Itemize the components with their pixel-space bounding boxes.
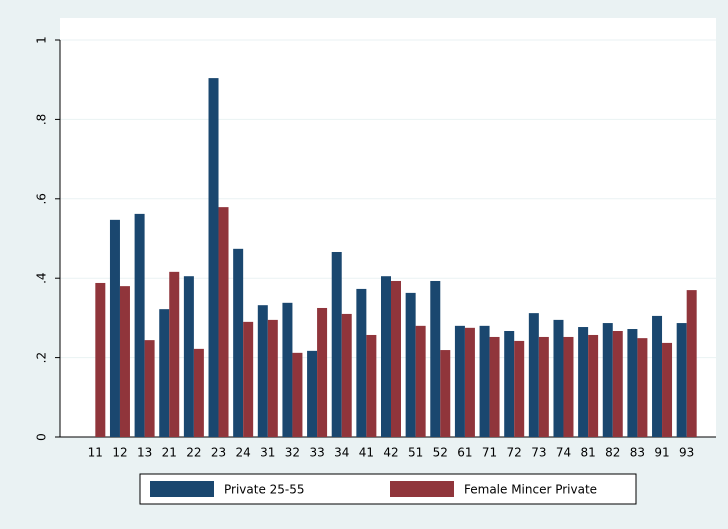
x-tick-label: 52 [433, 446, 448, 460]
bar [109, 219, 120, 437]
bar [553, 319, 564, 437]
bar [514, 340, 525, 437]
bar [578, 327, 589, 437]
x-tick-label: 81 [580, 446, 595, 460]
legend-box [139, 473, 637, 505]
x-tick-label: 31 [260, 446, 275, 460]
bar [528, 313, 539, 437]
bar [307, 350, 318, 437]
bar [159, 309, 170, 437]
x-tick-label: 51 [408, 446, 423, 460]
x-tick-label: 71 [482, 446, 497, 460]
legend-swatch [150, 481, 214, 497]
bar [637, 338, 648, 437]
bar [538, 336, 549, 437]
bar [193, 348, 204, 437]
bar [356, 288, 367, 437]
bar [233, 248, 244, 437]
bar [208, 78, 219, 437]
bar [381, 276, 391, 437]
bar [257, 305, 268, 437]
bar [504, 331, 515, 437]
bar [440, 350, 451, 437]
bar [686, 290, 697, 437]
x-tick-label: 91 [654, 446, 669, 460]
bar [430, 280, 441, 437]
bar [119, 286, 130, 437]
legend: Private 25-55 Female Mincer Private [139, 473, 637, 505]
bar [391, 280, 401, 437]
x-tick-label: 13 [137, 446, 152, 460]
bar [612, 331, 623, 437]
legend-swatch [390, 481, 454, 497]
bar [454, 325, 465, 437]
x-tick-label: 21 [162, 446, 177, 460]
bar [144, 340, 155, 437]
x-tick-label: 32 [285, 446, 300, 460]
bar [95, 282, 106, 437]
bar [282, 302, 293, 437]
x-tick-label: 24 [236, 446, 251, 460]
bar [479, 325, 490, 437]
x-tick-label: 33 [309, 446, 324, 460]
x-tick-label: 11 [88, 446, 103, 460]
bar [588, 334, 599, 437]
y-tick-label: .4 [35, 272, 49, 283]
x-tick-label: 73 [531, 446, 546, 460]
x-tick-label: 74 [556, 446, 571, 460]
y-tick-label: .8 [35, 114, 49, 125]
bar [317, 307, 328, 437]
bar [134, 213, 145, 437]
bar [341, 313, 352, 437]
bar [405, 292, 416, 437]
x-tick-label: 42 [383, 446, 398, 460]
x-tick-label: 61 [457, 446, 472, 460]
bar [218, 207, 229, 437]
bar [331, 251, 342, 437]
x-tick-label: 72 [507, 446, 522, 460]
bar [563, 336, 574, 437]
x-tick-label: 82 [605, 446, 620, 460]
bar [676, 323, 687, 437]
x-tick-label: 22 [186, 446, 201, 460]
bar [169, 271, 180, 437]
x-tick-label: 34 [334, 446, 349, 460]
bar [489, 336, 500, 437]
y-tick-label: .2 [35, 352, 49, 363]
y-tick-label: .6 [35, 193, 49, 204]
bar [366, 334, 377, 437]
y-tick-label: 0 [35, 433, 49, 441]
x-tick-label: 41 [359, 446, 374, 460]
x-tick-label: 12 [112, 446, 127, 460]
bar [292, 352, 303, 437]
bar [602, 323, 613, 437]
bar [267, 319, 278, 437]
bar [627, 329, 638, 437]
x-tick-label: 83 [630, 446, 645, 460]
legend-label: Female Mincer Private [464, 483, 597, 497]
bar [183, 276, 194, 437]
x-tick-label: 93 [679, 446, 694, 460]
legend-label: Private 25-55 [224, 483, 305, 497]
bar [415, 325, 426, 437]
y-tick-label: 1 [35, 36, 49, 44]
bar [662, 342, 673, 437]
x-tick-label: 23 [211, 446, 226, 460]
bar [652, 315, 663, 437]
bar [243, 321, 254, 437]
bar [464, 327, 475, 437]
